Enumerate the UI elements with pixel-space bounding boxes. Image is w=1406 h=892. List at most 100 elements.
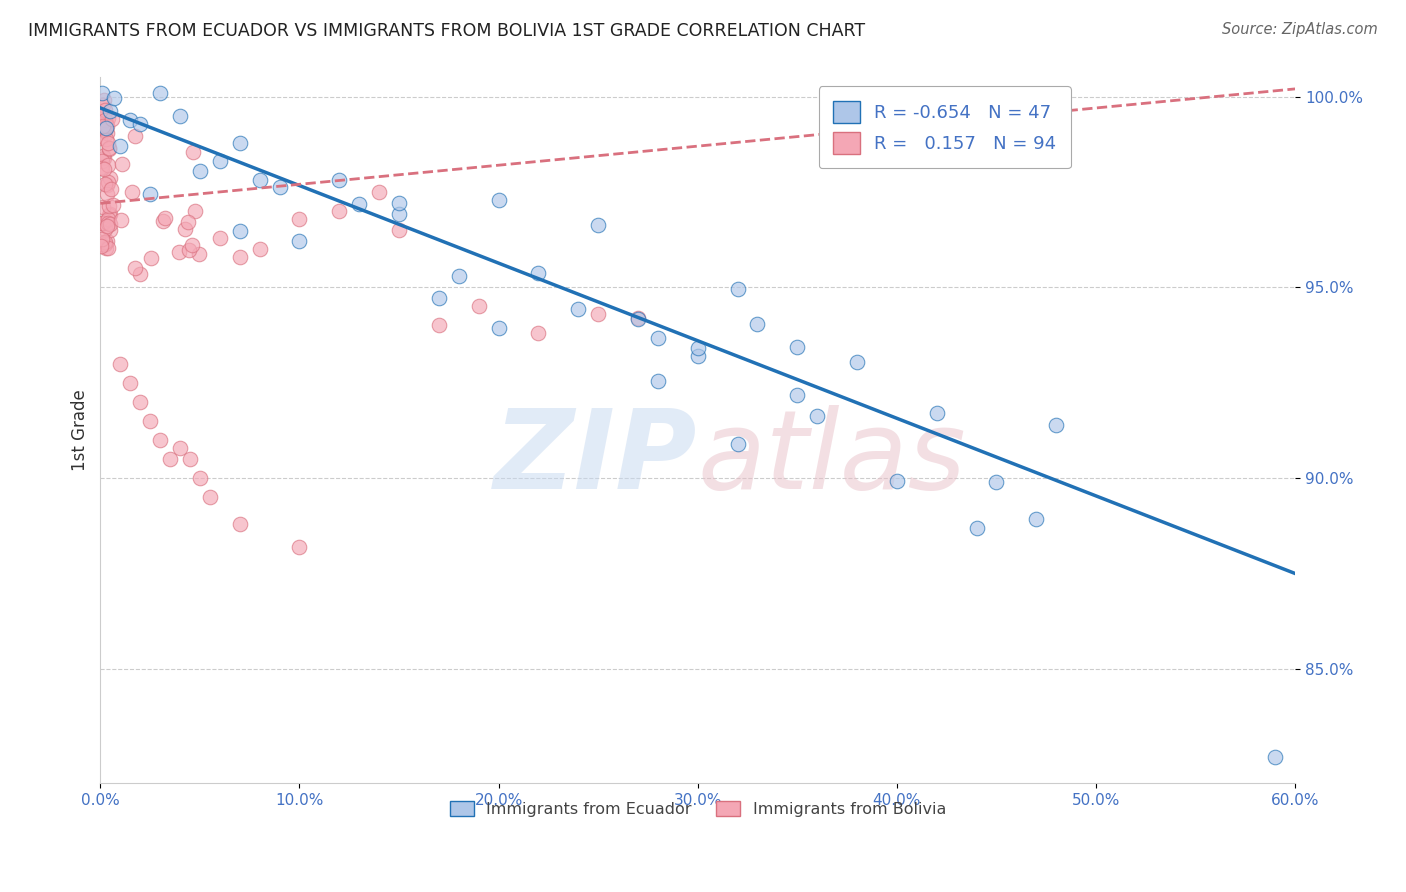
Point [647, 331, 669, 345]
Point [121, 185, 143, 199]
Point [986, 475, 1008, 490]
Point [96, 116, 118, 130]
Point [97, 175, 120, 189]
Point [93, 151, 115, 165]
Point [91, 98, 114, 112]
Point [806, 409, 828, 423]
Point [179, 452, 201, 467]
Point [124, 128, 146, 143]
Point [180, 237, 202, 252]
Point [249, 242, 271, 256]
Point [110, 212, 132, 227]
Point [120, 376, 142, 390]
Point [388, 223, 411, 237]
Point [368, 185, 391, 199]
Point [153, 211, 176, 225]
Point [747, 317, 769, 331]
Point [97, 212, 120, 227]
Point [1264, 749, 1286, 764]
Point [94, 235, 117, 250]
Point [129, 267, 152, 281]
Point [249, 173, 271, 187]
Point [124, 260, 146, 275]
Point [886, 475, 908, 489]
Point [93, 177, 115, 191]
Point [90, 117, 112, 131]
Text: ZIP: ZIP [495, 405, 697, 512]
Point [188, 163, 211, 178]
Point [447, 269, 470, 284]
Point [786, 388, 808, 402]
Point [139, 187, 162, 202]
Point [229, 516, 252, 531]
Point [90, 236, 112, 251]
Point [177, 215, 200, 229]
Point [120, 112, 142, 127]
Point [527, 326, 550, 340]
Point [169, 441, 191, 455]
Point [388, 207, 411, 221]
Point [90, 160, 112, 174]
Point [90, 232, 112, 246]
Point [208, 154, 231, 169]
Legend: Immigrants from Ecuador, Immigrants from Bolivia: Immigrants from Ecuador, Immigrants from… [441, 793, 953, 825]
Point [288, 211, 311, 226]
Point [97, 142, 120, 156]
Point [97, 241, 120, 255]
Point [97, 217, 120, 231]
Point [110, 138, 132, 153]
Point [93, 216, 115, 230]
Point [229, 224, 252, 238]
Point [93, 200, 115, 214]
Point [586, 218, 609, 232]
Y-axis label: 1st Grade: 1st Grade [72, 390, 89, 471]
Point [169, 109, 191, 123]
Point [269, 180, 291, 194]
Point [94, 241, 117, 255]
Point [159, 452, 181, 467]
Point [177, 243, 200, 257]
Point [1045, 417, 1067, 432]
Point [98, 141, 121, 155]
Point [98, 103, 121, 118]
Point [98, 217, 121, 231]
Point [111, 157, 134, 171]
Point [141, 251, 163, 265]
Point [1025, 511, 1047, 525]
Point [96, 234, 118, 248]
Point [97, 136, 120, 150]
Point [93, 120, 115, 135]
Point [686, 341, 709, 355]
Point [103, 91, 125, 105]
Point [173, 222, 195, 236]
Point [129, 394, 152, 409]
Point [328, 204, 350, 219]
Point [647, 374, 669, 388]
Point [91, 86, 114, 100]
Point [101, 112, 124, 126]
Point [427, 291, 450, 305]
Point [98, 171, 121, 186]
Point [727, 282, 749, 296]
Point [93, 108, 115, 122]
Point [96, 219, 118, 234]
Point [129, 116, 152, 130]
Point [91, 216, 114, 230]
Text: atlas: atlas [697, 405, 966, 512]
Point [93, 93, 115, 107]
Point [96, 186, 118, 201]
Point [98, 207, 121, 221]
Point [97, 158, 120, 172]
Point [94, 132, 117, 146]
Point [188, 471, 211, 485]
Point [152, 214, 174, 228]
Point [488, 321, 510, 335]
Point [96, 126, 118, 140]
Point [98, 199, 121, 213]
Point [90, 161, 112, 175]
Point [288, 234, 311, 248]
Point [229, 136, 252, 150]
Point [97, 208, 120, 222]
Point [527, 266, 550, 280]
Point [586, 307, 609, 321]
